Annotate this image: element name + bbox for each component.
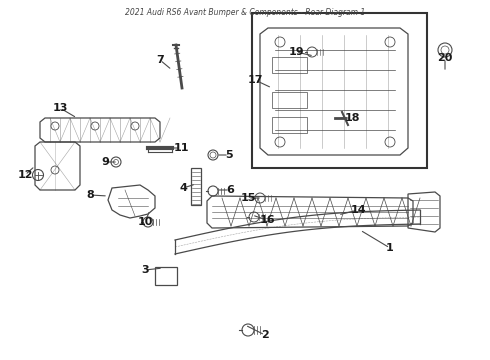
Text: 3: 3 [141,265,149,275]
Bar [272,117,307,133]
Text: 15: 15 [240,193,256,203]
Text: 11: 11 [173,143,189,153]
Text: 19: 19 [288,47,304,57]
Text: 2: 2 [261,330,269,340]
Text: 7: 7 [156,55,164,65]
Bar [272,57,307,73]
Text: 13: 13 [52,103,68,113]
Text: 16: 16 [259,215,275,225]
Text: 9: 9 [101,157,109,167]
Text: 18: 18 [344,113,360,123]
Text: 6: 6 [226,185,234,195]
Text: 20: 20 [437,53,453,63]
Text: 4: 4 [179,183,187,193]
Bar [252,13,427,168]
Bar [191,168,201,205]
Bar [272,92,307,108]
Text: 5: 5 [225,150,233,160]
Text: 2021 Audi RS6 Avant Bumper & Components - Rear Diagram 1: 2021 Audi RS6 Avant Bumper & Components … [125,8,365,17]
Text: 12: 12 [17,170,33,180]
Text: 10: 10 [137,217,153,227]
Text: 8: 8 [86,190,94,200]
Text: 1: 1 [386,243,394,253]
Text: 17: 17 [247,75,263,85]
Text: 14: 14 [350,205,366,215]
Bar [155,267,177,285]
